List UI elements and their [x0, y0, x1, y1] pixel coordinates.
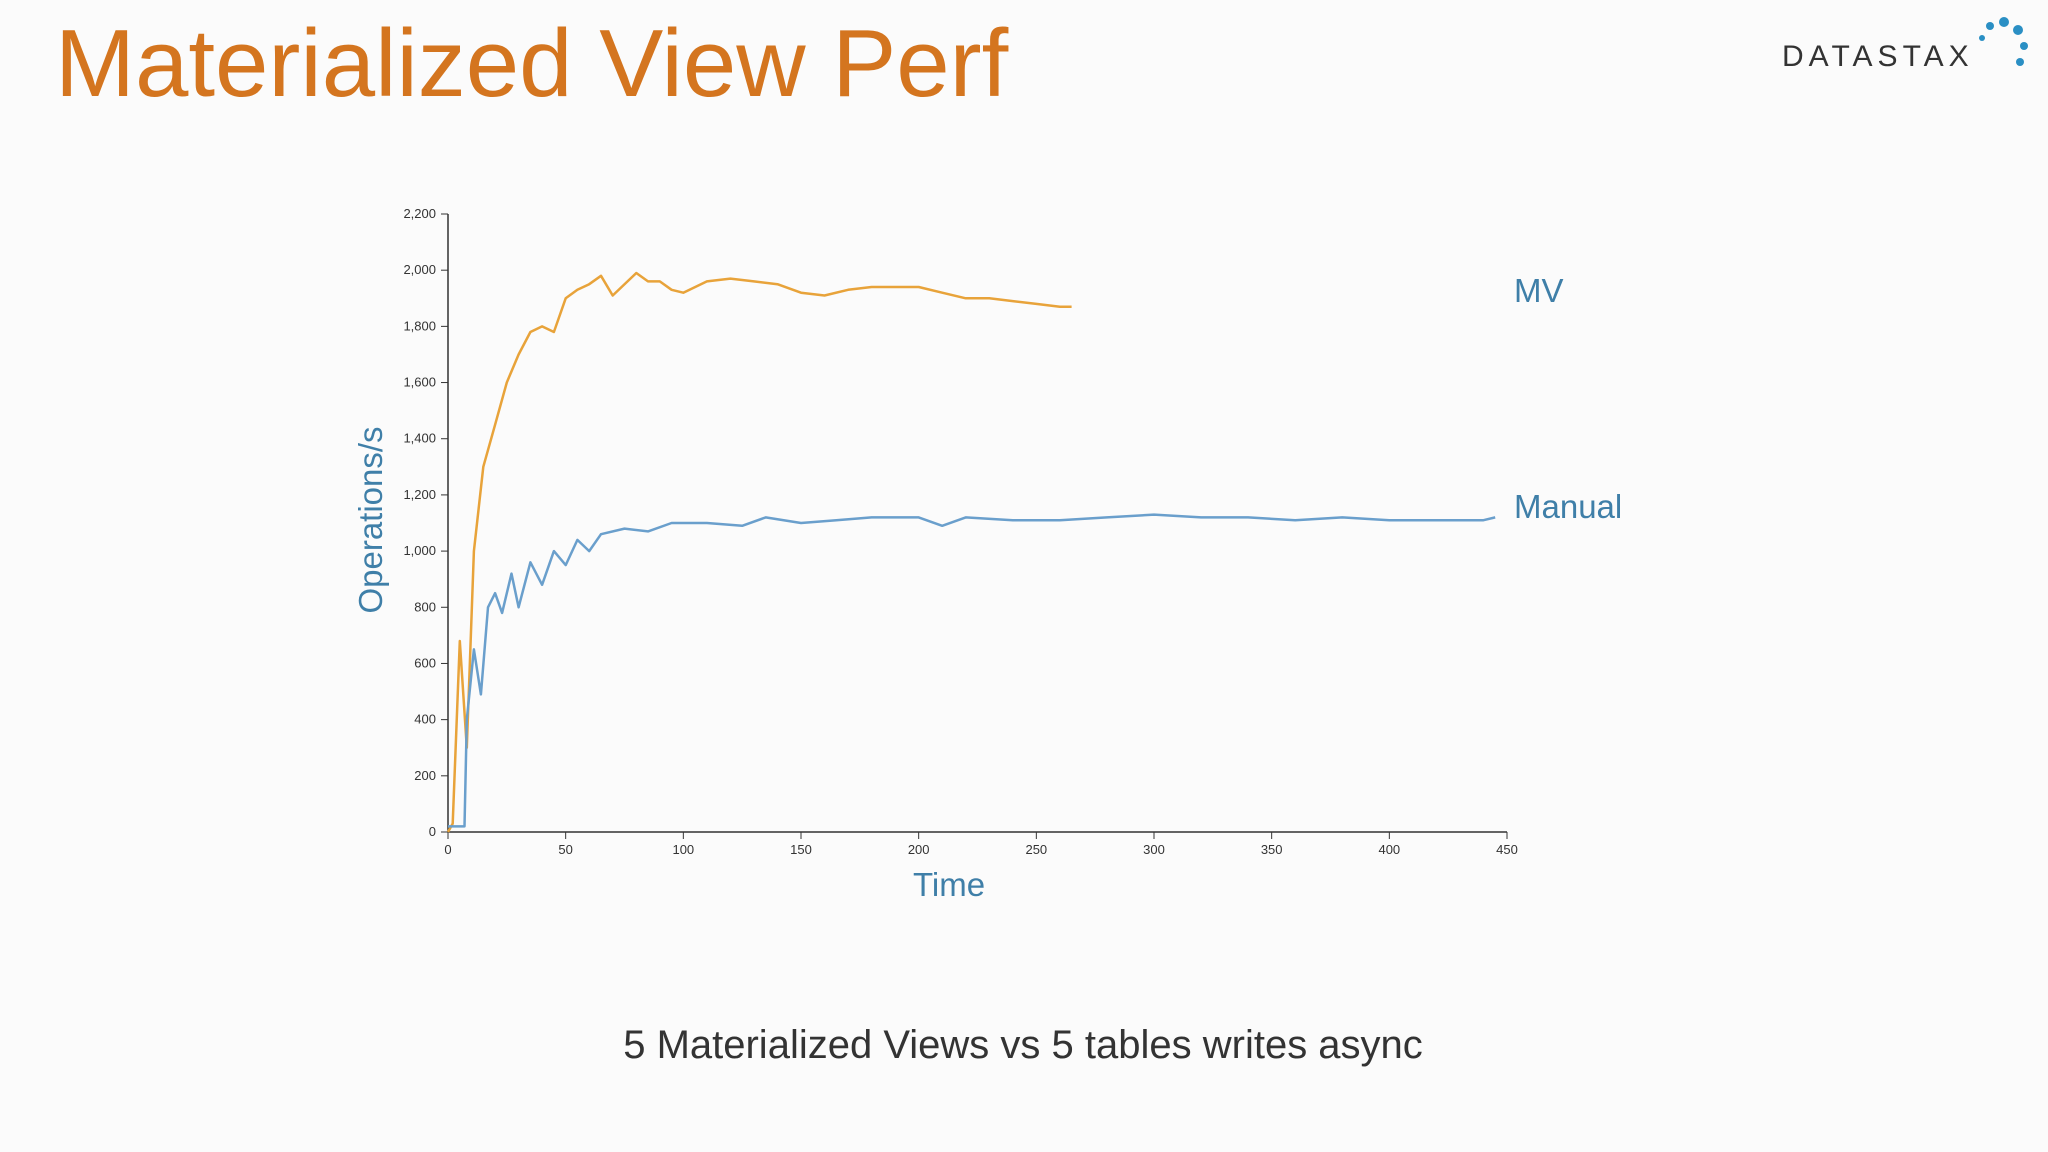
- x-axis-label: Time: [913, 866, 985, 903]
- y-tick-label: 2,000: [403, 262, 436, 277]
- y-tick-label: 1,800: [403, 318, 436, 333]
- logo: DATASTAX: [1782, 40, 1974, 73]
- logo-dots: [1979, 17, 2028, 66]
- series-line: [448, 513, 1496, 828]
- series-line: [446, 271, 1072, 833]
- x-tick-label: 100: [672, 842, 694, 857]
- y-tick-label: 1,000: [403, 543, 436, 558]
- y-tick-label: 1,400: [403, 431, 436, 446]
- y-tick-label: 2,200: [403, 206, 436, 221]
- x-tick-label: 200: [908, 842, 930, 857]
- y-tick-label: 0: [429, 824, 436, 839]
- y-axis-label: Operations/s: [352, 426, 389, 613]
- caption: 5 Materialized Views vs 5 tables writes …: [623, 1023, 1423, 1067]
- x-tick-label: 250: [1025, 842, 1047, 857]
- y-tick-label: 400: [414, 712, 436, 727]
- slide-title: Materialized View Perf: [55, 10, 1009, 117]
- x-tick-label: 350: [1261, 842, 1283, 857]
- y-tick-label: 800: [414, 599, 436, 614]
- x-tick-label: 0: [444, 842, 451, 857]
- x-tick-label: 150: [790, 842, 812, 857]
- y-tick-label: 1,200: [403, 487, 436, 502]
- x-tick-label: 450: [1496, 842, 1518, 857]
- x-tick-label: 400: [1378, 842, 1400, 857]
- y-tick-label: 1,600: [403, 375, 436, 390]
- series-label: MV: [1514, 272, 1564, 309]
- x-tick-label: 300: [1143, 842, 1165, 857]
- y-tick-label: 200: [414, 768, 436, 783]
- series-label: Manual: [1514, 488, 1622, 525]
- y-tick-label: 600: [414, 655, 436, 670]
- x-tick-label: 50: [558, 842, 572, 857]
